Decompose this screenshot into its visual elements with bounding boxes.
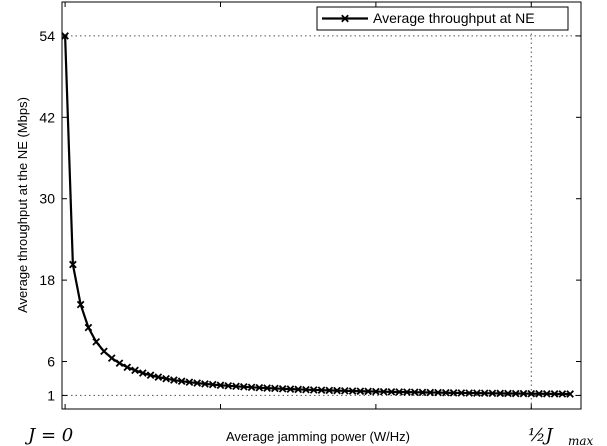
data-point-marker <box>193 379 202 387</box>
data-point-marker <box>372 387 380 396</box>
series-line <box>64 35 571 396</box>
data-point-marker <box>480 389 489 398</box>
data-point-marker <box>410 388 419 397</box>
data-point-marker <box>434 388 442 397</box>
data-point-marker <box>84 323 93 332</box>
x-end-label-main: ½J <box>528 425 554 446</box>
x-end-label-sub: max <box>568 434 594 446</box>
data-point-marker <box>286 385 295 393</box>
tick-labels: 1 6 18 30 42 54 <box>39 28 55 404</box>
data-point-marker <box>566 390 574 398</box>
data-point-marker <box>92 338 101 346</box>
data-point-marker <box>333 386 341 395</box>
y-tick-label: 18 <box>39 272 55 288</box>
reference-lines <box>62 2 581 409</box>
plot-frame <box>61 1 582 410</box>
data-point-marker <box>356 387 365 396</box>
data-point-marker <box>216 381 225 390</box>
data-point-marker <box>387 388 396 396</box>
data-point-marker <box>76 300 85 309</box>
data-point-marker <box>426 388 435 397</box>
data-point-marker <box>309 386 318 394</box>
data-point-marker <box>527 389 536 398</box>
data-point-marker <box>131 366 139 375</box>
data-point-marker <box>340 386 349 395</box>
data-point-marker <box>185 378 194 387</box>
data-point-marker <box>263 384 271 392</box>
legend-marker-icon <box>341 14 349 23</box>
x-end-label: ½J max <box>528 425 594 446</box>
data-point-marker <box>247 383 256 392</box>
data-point-marker <box>465 389 473 397</box>
data-point-marker <box>170 376 178 384</box>
y-tick-label: 54 <box>39 28 55 44</box>
x-axis-title: Average jamming power (W/Hz) <box>226 429 410 444</box>
data-point-marker <box>302 385 310 394</box>
data-point-marker <box>208 380 217 389</box>
data-point-marker <box>271 384 279 393</box>
legend-label: Average throughput at NE <box>373 10 535 26</box>
data-point-marker <box>154 373 163 381</box>
y-tick-label: 6 <box>47 354 55 370</box>
series-layer <box>61 32 574 398</box>
data-point-marker <box>107 354 116 362</box>
data-point-marker <box>239 382 248 391</box>
data-point-marker <box>511 389 520 398</box>
data-point-marker <box>348 387 357 395</box>
axis-ticks <box>62 2 581 409</box>
series-markers <box>61 32 574 398</box>
data-point-marker <box>255 383 264 392</box>
data-point-marker <box>418 388 427 397</box>
data-point-marker <box>504 389 512 398</box>
data-point-marker <box>441 388 450 397</box>
data-point-marker <box>449 389 458 397</box>
data-point-marker <box>278 384 287 393</box>
data-point-marker <box>519 389 528 398</box>
legend-box <box>316 6 569 31</box>
data-point-marker <box>542 389 551 398</box>
data-point-marker <box>550 390 559 398</box>
data-point-marker <box>496 389 505 398</box>
data-point-marker <box>146 371 155 380</box>
data-point-marker <box>177 377 186 386</box>
y-axis-title: Average throughput at the NE (Mbps) <box>15 97 30 313</box>
data-point-marker <box>232 382 240 391</box>
data-point-marker <box>224 381 233 390</box>
data-point-marker <box>123 363 132 372</box>
data-point-marker <box>364 387 372 396</box>
y-tick-label: 1 <box>47 387 55 403</box>
data-point-marker <box>317 386 326 395</box>
data-point-marker <box>294 385 303 394</box>
data-point-marker <box>558 390 567 398</box>
data-point-marker <box>457 389 466 397</box>
data-point-marker <box>403 388 411 396</box>
y-tick-label: 30 <box>39 191 55 207</box>
data-point-marker <box>201 380 209 388</box>
data-point-marker <box>162 374 170 383</box>
data-point-marker <box>535 389 543 398</box>
data-point-marker <box>138 369 147 377</box>
legend: Average throughput at NE <box>316 6 569 31</box>
y-tick-label: 42 <box>39 109 55 125</box>
data-point-marker <box>325 386 334 395</box>
data-point-marker <box>395 388 404 396</box>
data-point-marker <box>473 389 481 397</box>
legend-x-marker <box>341 14 349 23</box>
data-point-marker <box>115 359 124 368</box>
data-point-marker <box>488 389 497 398</box>
x-start-label: J = 0 <box>24 425 73 446</box>
data-point-marker <box>379 387 388 396</box>
data-point-marker <box>100 347 108 356</box>
data-point-marker <box>69 260 77 269</box>
